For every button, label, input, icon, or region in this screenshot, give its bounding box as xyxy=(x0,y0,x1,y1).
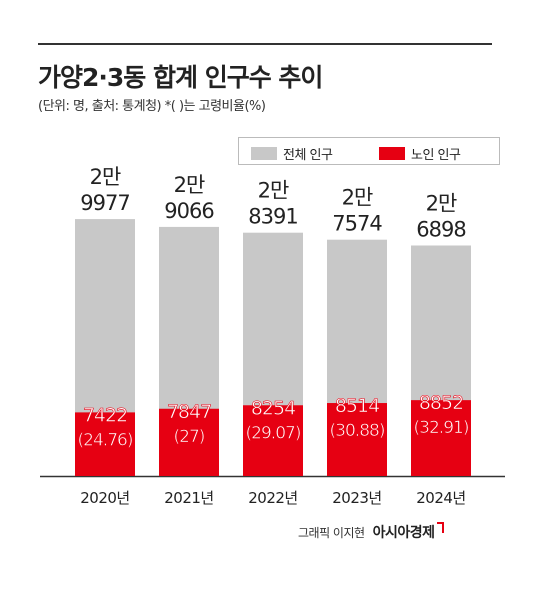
chart-subtitle: (단위: 명, 출처: 통계청) *( )는 고령비율(%) xyxy=(38,99,266,114)
graphic-credit: 그래픽 이지현 xyxy=(298,526,365,540)
x-tick-label: 2021년 xyxy=(164,489,213,507)
legend-item-total: 전체 인구 xyxy=(251,144,333,163)
total-value-label: 2만 xyxy=(426,191,457,215)
total-value-label: 2만 xyxy=(174,173,205,197)
total-value-label: 9066 xyxy=(164,199,214,223)
brand-logo-text: 아시아경제 xyxy=(372,525,435,541)
elder-value-label: 7422 xyxy=(83,404,127,426)
chart-title: 가양2·3동 합계 인구수 추이 xyxy=(38,63,323,92)
bar-elder xyxy=(159,408,219,476)
elder-value-label: 8852 xyxy=(419,392,463,414)
legend-swatch-total xyxy=(251,147,277,160)
credit: 그래픽 이지현 아시아경제 xyxy=(298,522,445,542)
elder-ratio-label: (30.88) xyxy=(330,421,385,441)
bar-elder xyxy=(75,412,135,476)
x-tick-label: 2024년 xyxy=(416,489,465,507)
elder-ratio-label: (27) xyxy=(174,427,205,447)
total-value-label: 7574 xyxy=(332,212,382,236)
elder-value-label: 8254 xyxy=(251,397,296,419)
top-rule xyxy=(38,43,492,45)
x-tick-label: 2022년 xyxy=(248,489,297,507)
total-value-label: 2만 xyxy=(342,186,373,210)
elder-ratio-label: (24.76) xyxy=(78,430,133,450)
total-value-label: 6898 xyxy=(416,217,465,241)
total-value-label: 9977 xyxy=(80,191,129,215)
elder-value-label: 7847 xyxy=(167,401,211,423)
total-value-label: 2만 xyxy=(90,165,121,189)
total-value-label: 8391 xyxy=(248,205,297,229)
elder-value-label: 8514 xyxy=(335,395,380,417)
legend-label-total: 전체 인구 xyxy=(283,148,333,163)
x-tick-label: 2020년 xyxy=(80,489,129,507)
bar-elder xyxy=(411,400,471,476)
legend-swatch-elder xyxy=(379,147,405,160)
legend: 전체 인구 노인 인구 xyxy=(238,137,500,165)
x-tick-label: 2023년 xyxy=(332,489,381,507)
brand-mark-icon xyxy=(437,522,445,533)
bar-elder xyxy=(243,405,303,476)
total-value-label: 2만 xyxy=(258,179,289,203)
legend-item-elder: 노인 인구 xyxy=(379,144,461,163)
legend-label-elder: 노인 인구 xyxy=(411,148,461,163)
elder-ratio-label: (32.91) xyxy=(414,418,469,438)
elder-ratio-label: (29.07) xyxy=(246,423,301,443)
bar-elder xyxy=(327,403,387,476)
